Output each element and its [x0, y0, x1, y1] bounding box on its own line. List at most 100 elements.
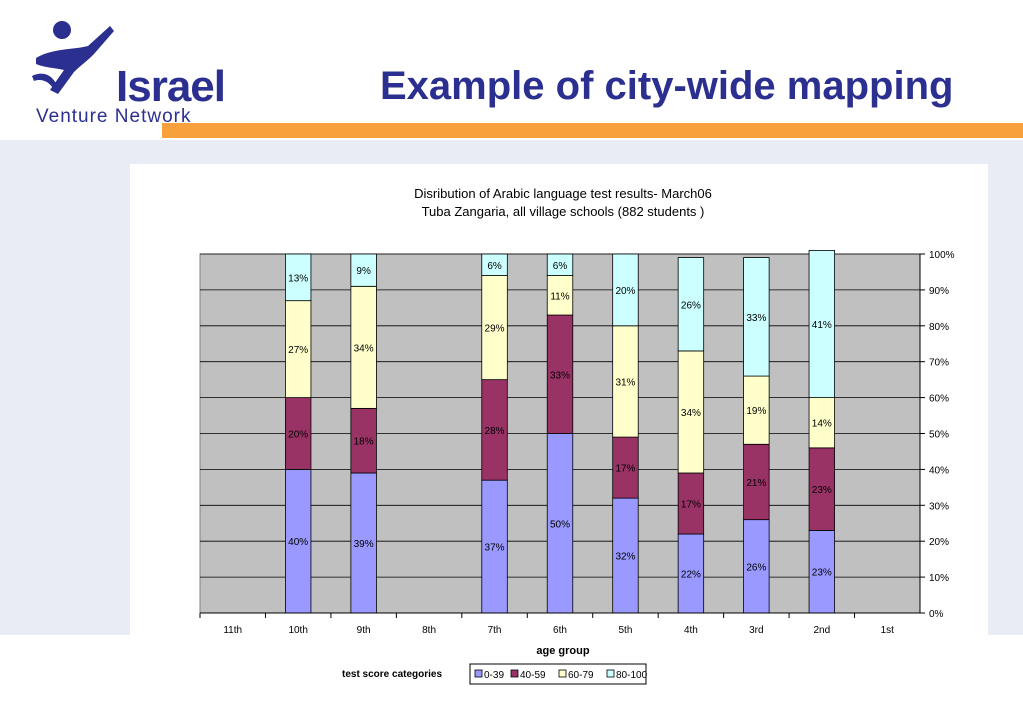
chart-subtitle: Tuba Zangaria, all village schools (882 …	[422, 204, 705, 219]
legend-swatch	[606, 669, 615, 678]
legend-swatch	[558, 669, 567, 678]
bar-segment	[612, 253, 639, 327]
data-label: 34%	[354, 343, 374, 354]
y-tick-label: 100%	[929, 250, 955, 261]
data-label: 27%	[288, 345, 308, 356]
x-tick-label: 2nd	[813, 625, 830, 636]
y-tick-label: 80%	[929, 322, 949, 333]
runner-icon	[32, 21, 114, 94]
bar-segment	[546, 275, 574, 316]
data-label: 20%	[615, 286, 635, 297]
data-label: 31%	[615, 377, 635, 388]
x-tick-label: 6th	[553, 625, 567, 636]
bar-segment	[350, 253, 377, 287]
legend-entry: 0-39	[484, 670, 504, 681]
data-label: 17%	[615, 464, 635, 475]
legend-title: test score categories	[342, 669, 442, 680]
bar-segment	[612, 325, 639, 438]
legend: test score categories 0-39 40-59 60-79 80-1…	[342, 663, 648, 685]
bar-segment	[677, 472, 705, 535]
y-tick-label: 70%	[929, 358, 949, 369]
logo-brand: Israel	[116, 62, 226, 111]
bar-segment	[612, 436, 639, 499]
bar-segment	[350, 472, 377, 614]
x-tick-label: 3rd	[749, 625, 763, 636]
data-label: 21%	[746, 478, 766, 489]
data-label: 26%	[681, 300, 701, 311]
bar-segment	[481, 379, 508, 481]
bar-segment	[808, 397, 835, 449]
x-tick-label: 1st	[881, 625, 895, 636]
bar-segment	[285, 468, 312, 614]
chart-title: Disribution of Arabic language test resu…	[414, 186, 712, 201]
data-label: 34%	[681, 408, 701, 419]
page-title: Example of city-wide mapping	[380, 64, 954, 108]
logo-subtitle: Venture Network	[36, 106, 192, 127]
chart-panel: Disribution of Arabic language test resu…	[130, 164, 988, 708]
bar-segment	[285, 300, 312, 398]
x-tick-label: 9th	[357, 625, 371, 636]
x-tick-label: 11th	[223, 625, 242, 636]
bar-segment	[481, 275, 508, 381]
plot-area: 0% 10% 20% 30% 40% 50% 60% 70% 80% 90% 100% 11th 10t…	[199, 250, 955, 636]
bar-segment	[350, 407, 377, 474]
data-label: 22%	[681, 570, 701, 581]
x-tick-label: 5th	[619, 625, 633, 636]
data-label: 19%	[746, 406, 766, 417]
data-label: 23%	[812, 485, 832, 496]
bar-segment	[350, 285, 377, 409]
orange-stripe-main	[162, 123, 1023, 138]
data-label: 32%	[615, 552, 635, 563]
x-tick-label: 4th	[684, 625, 698, 636]
data-label: 28%	[485, 426, 505, 437]
legend-swatch	[510, 669, 519, 678]
data-label: 40%	[288, 537, 308, 548]
bar-segment	[743, 375, 770, 445]
data-label: 6%	[553, 261, 568, 272]
data-label: 11%	[550, 291, 569, 302]
y-tick-label: 60%	[929, 394, 949, 405]
bar-segment	[677, 533, 705, 614]
data-label: 18%	[354, 437, 374, 448]
x-tick-label: 10th	[288, 625, 307, 636]
bar-segment	[285, 253, 312, 302]
data-label: 50%	[550, 519, 570, 530]
legend-box	[469, 663, 647, 685]
data-label: 13%	[288, 273, 308, 284]
data-label: 41%	[812, 320, 832, 331]
data-label: 39%	[354, 539, 374, 550]
data-label: 26%	[746, 562, 766, 573]
bar-segment	[808, 250, 835, 399]
bar-segment	[481, 253, 508, 276]
y-tick-label: 40%	[929, 465, 949, 476]
legend-swatch	[474, 669, 483, 678]
data-label: 17%	[681, 500, 701, 511]
y-tick-label: 10%	[929, 573, 949, 584]
x-tick-label: 7th	[488, 625, 502, 636]
legend-entry: 60-79	[568, 670, 594, 681]
bar-segment	[677, 350, 705, 474]
bar-segment	[808, 447, 835, 531]
bar-segment	[546, 253, 574, 276]
data-label: 23%	[812, 568, 832, 579]
bar-segment	[808, 530, 835, 614]
y-tick-label: 90%	[929, 286, 949, 297]
data-label: 33%	[746, 313, 766, 324]
x-tick-label: 8th	[422, 625, 436, 636]
data-label: 33%	[550, 370, 570, 381]
data-label: 20%	[288, 430, 308, 441]
bar-segment	[677, 257, 705, 352]
y-tick-label: 50%	[929, 430, 949, 441]
data-label: 6%	[487, 261, 502, 272]
legend-entry: 80-100	[616, 670, 648, 681]
bar-segment	[743, 257, 770, 377]
data-label: 14%	[812, 419, 832, 430]
x-axis-label: age group	[536, 645, 589, 657]
bar-segment	[285, 397, 312, 470]
data-label: 37%	[485, 543, 505, 554]
y-tick-label: 0%	[929, 609, 944, 620]
y-tick-label: 30%	[929, 501, 949, 512]
legend-entry: 40-59	[520, 670, 546, 681]
data-label: 29%	[485, 324, 505, 335]
logo: Israel Venture Network	[28, 18, 238, 128]
